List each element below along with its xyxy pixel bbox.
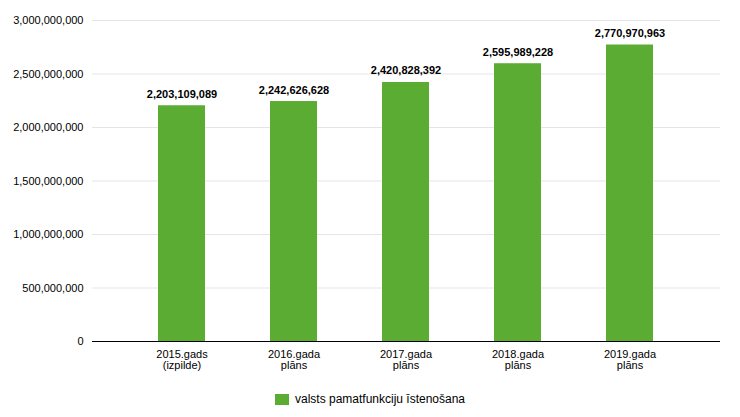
svg-text:500,000,000: 500,000,000 (22, 282, 83, 294)
svg-text:2,595,989,228: 2,595,989,228 (483, 46, 553, 58)
svg-text:1,500,000,000: 1,500,000,000 (13, 175, 83, 187)
svg-text:2,420,828,392: 2,420,828,392 (371, 64, 441, 76)
svg-text:2,000,000,000: 2,000,000,000 (13, 121, 83, 133)
svg-text:2,500,000,000: 2,500,000,000 (13, 68, 83, 80)
svg-text:2,203,109,089: 2,203,109,089 (147, 88, 217, 100)
svg-text:1,000,000,000: 1,000,000,000 (13, 228, 83, 240)
svg-text:2015.gads(izpilde): 2015.gads(izpilde) (156, 348, 208, 371)
svg-text:2018.gadaplāns: 2018.gadaplāns (492, 348, 545, 371)
svg-text:2016.gadaplāns: 2016.gadaplāns (268, 348, 321, 371)
svg-text:2,770,970,963: 2,770,970,963 (595, 27, 665, 39)
svg-text:2019.gadaplāns: 2019.gadaplāns (604, 348, 657, 371)
svg-text:3,000,000,000: 3,000,000,000 (13, 14, 83, 26)
html-text:valsts pamatfunkciju īstenošan: valsts pamatfunkciju īstenošana (295, 392, 465, 406)
svg-text:0: 0 (77, 335, 83, 347)
svg-text:2,242,626,628: 2,242,626,628 (259, 84, 329, 96)
svg-text:2017.gadaplāns: 2017.gadaplāns (380, 348, 433, 371)
